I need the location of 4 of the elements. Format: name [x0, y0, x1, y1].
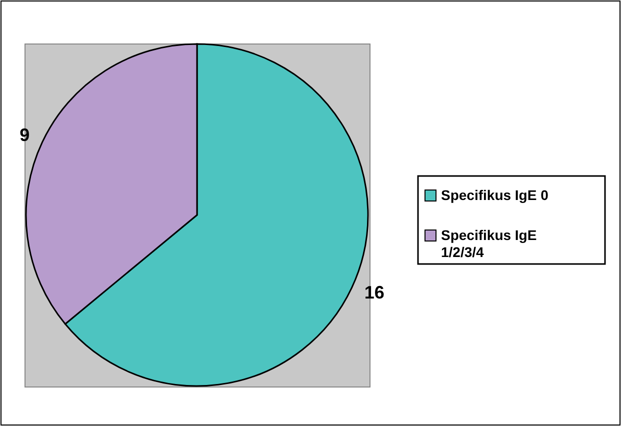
legend-label: Specifikus IgE 0: [441, 187, 549, 203]
data-label: 9: [20, 124, 30, 145]
data-label: 16: [364, 282, 384, 303]
legend-label: Specifikus IgE 1/2/3/4: [441, 227, 537, 260]
